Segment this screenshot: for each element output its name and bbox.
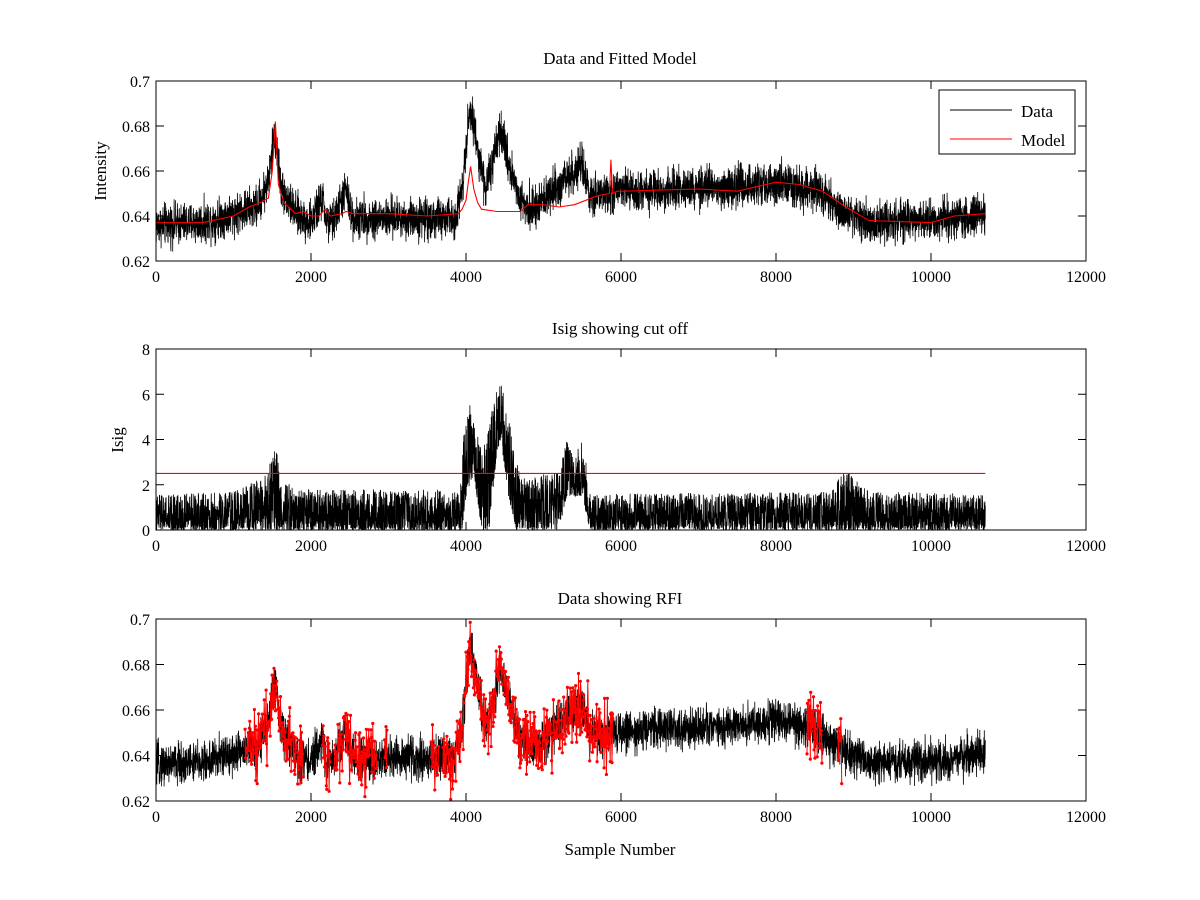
y-tick-label: 0.62 bbox=[122, 794, 150, 811]
rfi-segment bbox=[806, 692, 823, 764]
x-tick-label: 4000 bbox=[450, 269, 482, 286]
series-model-line bbox=[156, 121, 986, 224]
subplot-data-rfi: Data showing RFI 0 2000 4000 6000 8000 10000 1… bbox=[122, 589, 1106, 859]
x-tick-label: 4000 bbox=[450, 809, 482, 826]
y-tick-label: 0.62 bbox=[122, 254, 150, 271]
y-tick-label: 0.64 bbox=[122, 749, 150, 766]
x-tick-label: 8000 bbox=[760, 269, 792, 286]
x-tick-label: 4000 bbox=[450, 538, 482, 555]
y-tick-label: 4 bbox=[142, 433, 150, 450]
x-tick-label: 10000 bbox=[911, 269, 951, 286]
subplot-2-ylabel: Isig bbox=[108, 427, 127, 453]
y-tick-label: 2 bbox=[142, 478, 150, 495]
x-tick-label: 6000 bbox=[605, 809, 637, 826]
x-tick-label: 6000 bbox=[605, 538, 637, 555]
x-tick-label: 8000 bbox=[760, 538, 792, 555]
y-tick-label: 0.64 bbox=[122, 209, 150, 226]
series-isig-line bbox=[155, 385, 986, 532]
x-tick-label: 2000 bbox=[295, 538, 327, 555]
subplot-1-ticks: 0 2000 4000 6000 8000 10000 12000 0.62 0.64 0.66 0… bbox=[122, 74, 1106, 286]
legend-box bbox=[938, 89, 1076, 155]
x-tick-label: 0 bbox=[152, 809, 160, 826]
y-tick-label: 0.68 bbox=[122, 119, 150, 136]
y-tick-label: 8 bbox=[142, 342, 150, 359]
x-tick-label: 6000 bbox=[605, 269, 637, 286]
rfi-segment bbox=[837, 718, 843, 784]
y-tick-label: 6 bbox=[142, 387, 150, 404]
x-tick-label: 12000 bbox=[1066, 809, 1106, 826]
subplot-1-plot-area bbox=[155, 96, 986, 252]
x-tick-label: 12000 bbox=[1066, 269, 1106, 286]
x-tick-label: 10000 bbox=[911, 538, 951, 555]
subplot-isig-cutoff: Isig showing cut off Isig 0 2000 4000 6000 8… bbox=[108, 319, 1106, 555]
x-tick-label: 0 bbox=[152, 538, 160, 555]
subplot-2-title: Isig showing cut off bbox=[552, 319, 688, 338]
rfi-marker bbox=[840, 782, 844, 786]
legend: Data Model bbox=[938, 89, 1076, 155]
y-tick-label: 0.66 bbox=[122, 703, 150, 720]
rfi-segment bbox=[333, 713, 378, 797]
subplot-2-ticks: 0 2000 4000 6000 8000 10000 12000 0 2 4 6 8 bbox=[142, 342, 1106, 555]
x-tick-label: 10000 bbox=[911, 809, 951, 826]
rfi-segment bbox=[384, 726, 388, 768]
rfi-marker bbox=[299, 781, 303, 785]
subplot-2-plot-area bbox=[155, 385, 986, 532]
x-tick-label: 2000 bbox=[295, 809, 327, 826]
rfi-segment bbox=[442, 622, 614, 800]
series-rfi-markers bbox=[243, 620, 844, 802]
legend-data-label: Data bbox=[1021, 102, 1054, 121]
y-tick-label: 0.68 bbox=[122, 658, 150, 675]
y-tick-label: 0.7 bbox=[130, 612, 150, 629]
subplot-3-xlabel: Sample Number bbox=[565, 840, 676, 859]
subplot-1-ylabel: Intensity bbox=[91, 141, 110, 201]
y-tick-label: 0.66 bbox=[122, 164, 150, 181]
subplot-3-title: Data showing RFI bbox=[558, 589, 683, 608]
subplot-3-plot-area bbox=[155, 620, 986, 802]
subplot-3-ticks: 0 2000 4000 6000 8000 10000 12000 0.62 0.64 0.66 0… bbox=[122, 612, 1106, 826]
rfi-marker bbox=[327, 789, 331, 793]
rfi-segment bbox=[322, 725, 331, 792]
rfi-marker bbox=[524, 772, 529, 776]
rfi-segment bbox=[430, 724, 440, 791]
y-tick-label: 0 bbox=[142, 523, 150, 540]
x-tick-label: 12000 bbox=[1066, 538, 1106, 555]
x-tick-label: 2000 bbox=[295, 269, 327, 286]
y-tick-label: 0.7 bbox=[130, 74, 150, 91]
legend-model-label: Model bbox=[1021, 131, 1066, 150]
x-tick-label: 0 bbox=[152, 269, 160, 286]
x-tick-label: 8000 bbox=[760, 809, 792, 826]
rfi-segment bbox=[244, 668, 304, 785]
subplot-1-title: Data and Fitted Model bbox=[543, 49, 697, 68]
subplot-data-and-model: Data and Fitted Model Intensity 0 2000 400… bbox=[91, 49, 1106, 286]
